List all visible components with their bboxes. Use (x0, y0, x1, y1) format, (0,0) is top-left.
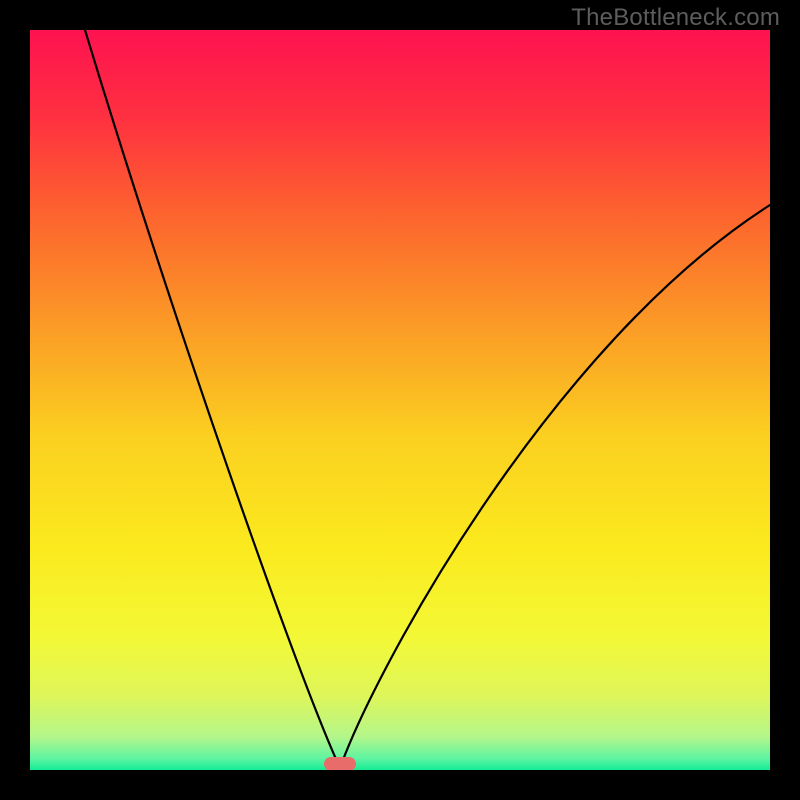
chart-frame: TheBottleneck.com (0, 0, 800, 800)
curve-path (85, 30, 770, 768)
trough-marker (324, 757, 356, 770)
watermark-text: TheBottleneck.com (571, 4, 780, 32)
bottleneck-curve (30, 30, 770, 770)
plot-area (30, 30, 770, 770)
